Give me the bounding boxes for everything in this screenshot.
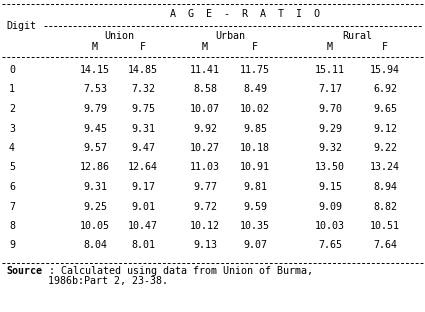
Text: F: F <box>140 42 146 52</box>
Text: 9.75: 9.75 <box>131 104 155 114</box>
Text: 14.15: 14.15 <box>80 65 110 75</box>
Text: M: M <box>92 42 98 52</box>
Text: 9.13: 9.13 <box>193 241 217 251</box>
Text: 1986b:Part 2, 23-38.: 1986b:Part 2, 23-38. <box>6 276 168 286</box>
Text: 9.57: 9.57 <box>83 143 107 153</box>
Text: 9.59: 9.59 <box>243 202 267 212</box>
Text: 9.85: 9.85 <box>243 124 267 134</box>
Text: F: F <box>252 42 258 52</box>
Text: 10.05: 10.05 <box>80 221 110 231</box>
Text: 7: 7 <box>9 202 15 212</box>
Text: 15.11: 15.11 <box>315 65 345 75</box>
Text: 7.17: 7.17 <box>318 85 342 95</box>
Text: 9.45: 9.45 <box>83 124 107 134</box>
Text: 1: 1 <box>9 85 15 95</box>
Text: 8.94: 8.94 <box>373 182 397 192</box>
Text: M: M <box>327 42 333 52</box>
Text: A  G  E  -  R  A  T  I  O: A G E - R A T I O <box>170 9 320 19</box>
Text: 9.22: 9.22 <box>373 143 397 153</box>
Text: 10.02: 10.02 <box>240 104 270 114</box>
Text: 8.58: 8.58 <box>193 85 217 95</box>
Text: Digit: Digit <box>6 21 36 31</box>
Text: 9.81: 9.81 <box>243 182 267 192</box>
Text: 0: 0 <box>9 65 15 75</box>
Text: 7.53: 7.53 <box>83 85 107 95</box>
Text: 11.03: 11.03 <box>190 163 220 173</box>
Text: : Calculated using data from Union of Burma,: : Calculated using data from Union of Bu… <box>43 266 313 276</box>
Text: 9: 9 <box>9 241 15 251</box>
Text: 9.01: 9.01 <box>131 202 155 212</box>
Text: 8.49: 8.49 <box>243 85 267 95</box>
Text: 10.27: 10.27 <box>190 143 220 153</box>
Text: Urban: Urban <box>215 31 245 41</box>
Text: 5: 5 <box>9 163 15 173</box>
Text: 13.24: 13.24 <box>370 163 400 173</box>
Text: 8: 8 <box>9 221 15 231</box>
Text: 9.12: 9.12 <box>373 124 397 134</box>
Text: 10.47: 10.47 <box>128 221 158 231</box>
Text: 9.32: 9.32 <box>318 143 342 153</box>
Text: Source: Source <box>6 266 42 276</box>
Text: 9.65: 9.65 <box>373 104 397 114</box>
Text: 14.85: 14.85 <box>128 65 158 75</box>
Text: 13.50: 13.50 <box>315 163 345 173</box>
Text: 11.75: 11.75 <box>240 65 270 75</box>
Text: 12.64: 12.64 <box>128 163 158 173</box>
Text: 9.07: 9.07 <box>243 241 267 251</box>
Text: 9.70: 9.70 <box>318 104 342 114</box>
Text: 10.91: 10.91 <box>240 163 270 173</box>
Text: F: F <box>382 42 388 52</box>
Text: 7.64: 7.64 <box>373 241 397 251</box>
Text: 10.35: 10.35 <box>240 221 270 231</box>
Text: Rural: Rural <box>343 31 372 41</box>
Text: Union: Union <box>104 31 134 41</box>
Text: 9.09: 9.09 <box>318 202 342 212</box>
Text: 8.01: 8.01 <box>131 241 155 251</box>
Text: 6.92: 6.92 <box>373 85 397 95</box>
Text: 9.92: 9.92 <box>193 124 217 134</box>
Text: 7.65: 7.65 <box>318 241 342 251</box>
Text: 8.82: 8.82 <box>373 202 397 212</box>
Text: 11.41: 11.41 <box>190 65 220 75</box>
Text: 15.94: 15.94 <box>370 65 400 75</box>
Text: 4: 4 <box>9 143 15 153</box>
Text: 6: 6 <box>9 182 15 192</box>
Text: 9.31: 9.31 <box>131 124 155 134</box>
Text: 3: 3 <box>9 124 15 134</box>
Text: 9.29: 9.29 <box>318 124 342 134</box>
Text: 9.72: 9.72 <box>193 202 217 212</box>
Text: M: M <box>202 42 208 52</box>
Text: 10.07: 10.07 <box>190 104 220 114</box>
Text: 9.31: 9.31 <box>83 182 107 192</box>
Text: 9.77: 9.77 <box>193 182 217 192</box>
Text: 2: 2 <box>9 104 15 114</box>
Text: 9.79: 9.79 <box>83 104 107 114</box>
Text: 9.17: 9.17 <box>131 182 155 192</box>
Text: 10.51: 10.51 <box>370 221 400 231</box>
Text: 9.47: 9.47 <box>131 143 155 153</box>
Text: 10.18: 10.18 <box>240 143 270 153</box>
Text: 12.86: 12.86 <box>80 163 110 173</box>
Text: 7.32: 7.32 <box>131 85 155 95</box>
Text: 9.25: 9.25 <box>83 202 107 212</box>
Text: 8.04: 8.04 <box>83 241 107 251</box>
Text: 9.15: 9.15 <box>318 182 342 192</box>
Text: 10.12: 10.12 <box>190 221 220 231</box>
Text: 10.03: 10.03 <box>315 221 345 231</box>
